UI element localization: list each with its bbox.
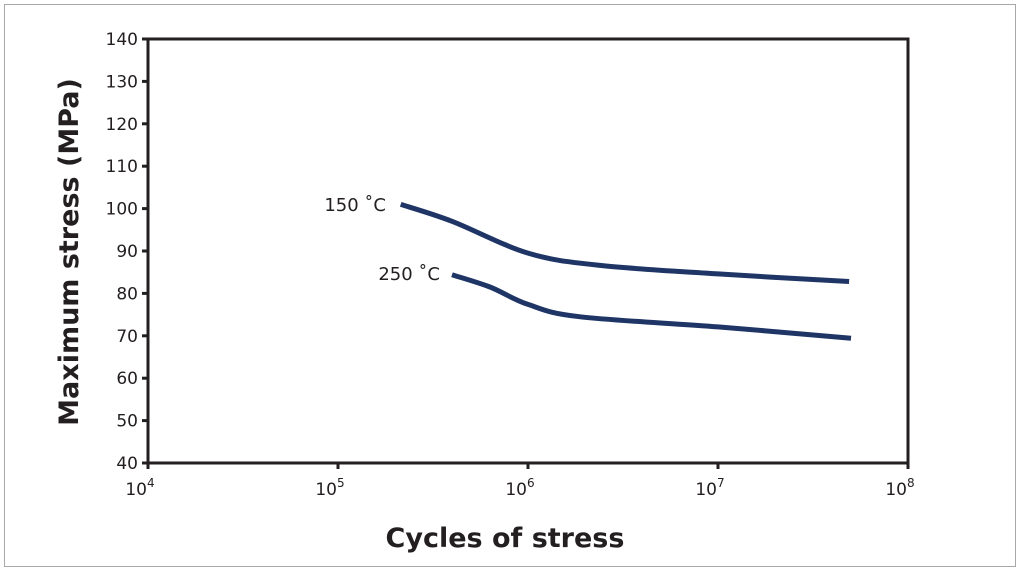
x-tick-exponent: 7 bbox=[717, 476, 725, 490]
y-tick-label: 120 bbox=[106, 115, 138, 135]
x-tick-exponent: 6 bbox=[527, 476, 535, 490]
x-axis-title: Cycles of stress bbox=[386, 523, 625, 554]
y-tick-label: 140 bbox=[106, 30, 138, 50]
x-tick-label: 105 bbox=[315, 476, 344, 500]
y-tick-label: 90 bbox=[116, 242, 138, 262]
y-tick-label: 130 bbox=[106, 72, 138, 92]
x-tick-label: 107 bbox=[695, 476, 724, 500]
x-axis-ticks: 104 105 106 107 108 bbox=[125, 463, 915, 500]
series-lines bbox=[399, 202, 852, 341]
y-tick-label: 110 bbox=[106, 157, 138, 177]
series-label-250c: 250 ˚C bbox=[378, 264, 440, 285]
x-tick-label: 104 bbox=[125, 476, 154, 500]
series-line-150c bbox=[399, 202, 850, 284]
y-axis-title: Maximum stress (MPa) bbox=[54, 78, 85, 426]
x-tick-exponent: 8 bbox=[907, 476, 915, 490]
y-tick-label: 50 bbox=[116, 412, 138, 432]
y-tick-label: 100 bbox=[106, 200, 138, 220]
image-border bbox=[4, 4, 1016, 567]
series-label-150c: 150 ˚C bbox=[324, 195, 386, 216]
y-tick-label: 40 bbox=[116, 454, 138, 474]
y-tick-label: 60 bbox=[116, 369, 138, 389]
x-tick-label: 106 bbox=[505, 476, 534, 500]
series-line-250c bbox=[451, 272, 852, 341]
x-tick-exponent: 4 bbox=[147, 476, 155, 490]
y-tick-label: 80 bbox=[116, 284, 138, 304]
y-axis-ticks: 40 50 60 70 80 90 100 110 120 130 140 bbox=[106, 30, 148, 474]
x-tick-label: 108 bbox=[885, 476, 914, 500]
x-tick-exponent: 5 bbox=[337, 476, 345, 490]
y-tick-label: 70 bbox=[116, 327, 138, 347]
